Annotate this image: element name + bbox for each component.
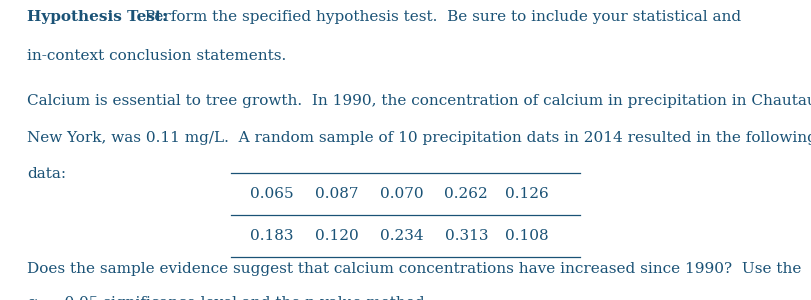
Text: 0.126: 0.126 — [505, 187, 549, 200]
Text: 0.313: 0.313 — [444, 229, 488, 242]
Text: 0.234: 0.234 — [380, 229, 423, 242]
Text: Does the sample evidence suggest that calcium concentrations have increased sinc: Does the sample evidence suggest that ca… — [27, 262, 801, 277]
Text: 0.120: 0.120 — [315, 229, 358, 242]
Text: 0.183: 0.183 — [250, 229, 294, 242]
Text: 0.262: 0.262 — [444, 187, 488, 200]
Text: Perform the specified hypothesis test.  Be sure to include your statistical and: Perform the specified hypothesis test. B… — [135, 11, 741, 25]
Text: Calcium is essential to tree growth.  In 1990, the concentration of calcium in p: Calcium is essential to tree growth. In … — [27, 94, 811, 109]
Text: 0.065: 0.065 — [250, 187, 294, 200]
Text: 0.070: 0.070 — [380, 187, 423, 200]
Text: Hypothesis Test:: Hypothesis Test: — [27, 11, 167, 25]
Text: 0.108: 0.108 — [505, 229, 549, 242]
Text: α: α — [27, 296, 37, 300]
Text: = 0.05 significance level and the p-value method.: = 0.05 significance level and the p-valu… — [42, 296, 430, 300]
Text: data:: data: — [27, 167, 66, 181]
Text: New York, was 0.11 mg/L.  A random sample of 10 precipitation dats in 2014 resul: New York, was 0.11 mg/L. A random sample… — [27, 130, 811, 145]
Text: 0.087: 0.087 — [315, 187, 358, 200]
Text: in-context conclusion statements.: in-context conclusion statements. — [27, 50, 286, 64]
